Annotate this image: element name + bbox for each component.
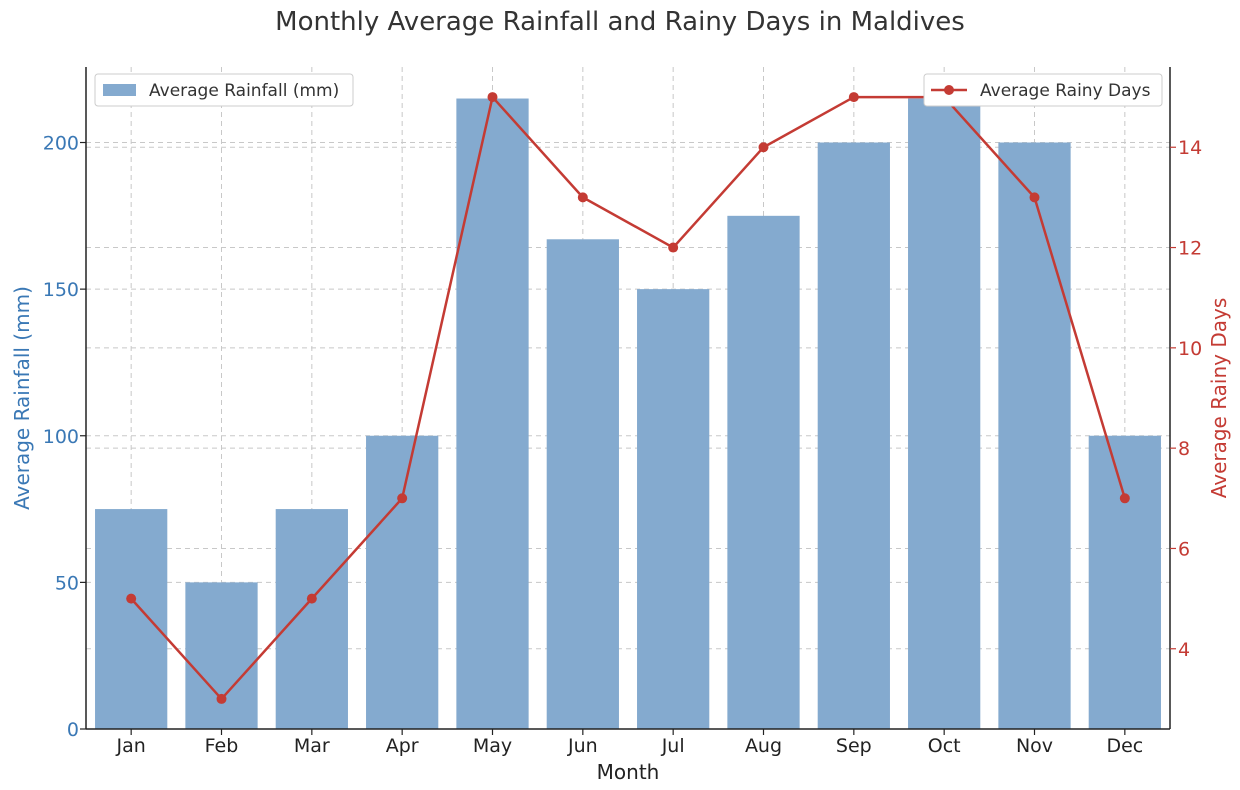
rainfall-bar bbox=[817, 142, 890, 730]
x-tick-label: Nov bbox=[1016, 735, 1053, 757]
y-left-axis-label: Average Rainfall (mm) bbox=[10, 286, 34, 510]
rainy-days-point bbox=[397, 493, 408, 504]
bars bbox=[95, 98, 1161, 730]
rainfall-bar bbox=[95, 509, 168, 729]
y-left-tick-label: 50 bbox=[55, 572, 79, 594]
y-right-tick-label: 8 bbox=[1178, 438, 1190, 460]
rainy-days-line-group bbox=[126, 92, 1130, 704]
rainfall-bar bbox=[456, 98, 529, 730]
rainfall-bar bbox=[727, 215, 800, 729]
legend-rainfall-label: Average Rainfall (mm) bbox=[149, 81, 339, 101]
rainfall-bar bbox=[1088, 435, 1161, 729]
x-tick-label: Feb bbox=[205, 735, 239, 757]
rainfall-bar bbox=[546, 239, 619, 729]
x-tick-label: May bbox=[473, 735, 512, 757]
y-right-tick-label: 4 bbox=[1178, 639, 1190, 661]
legend-rainy-days-frame bbox=[923, 73, 1163, 107]
y-left-tick-label: 0 bbox=[67, 719, 79, 741]
rainy-days-point bbox=[306, 593, 317, 604]
rainy-days-line bbox=[130, 94, 1127, 701]
y-left-tick-label: 150 bbox=[43, 279, 79, 301]
legend-rainy-days: Average Rainy Days bbox=[923, 73, 1163, 107]
rainy-days-point bbox=[668, 242, 679, 253]
rainy-days-point bbox=[848, 92, 859, 103]
x-tick-label: Oct bbox=[928, 735, 961, 757]
rainy-days-point bbox=[1119, 493, 1130, 504]
rainfall-bar bbox=[908, 98, 981, 730]
rainy-days-point bbox=[758, 142, 769, 153]
x-tick-label: Jul bbox=[661, 735, 685, 757]
rainfall-bar bbox=[275, 509, 348, 729]
chart-title: Monthly Average Rainfall and Rainy Days … bbox=[275, 7, 965, 37]
legend-rainy-days-label: Average Rainy Days bbox=[980, 81, 1151, 101]
x-tick-label: Mar bbox=[294, 735, 330, 757]
axes bbox=[85, 67, 1171, 730]
x-tick-label: Jan bbox=[116, 735, 146, 757]
y-left-ticks: 0 50 100 150 200 bbox=[43, 133, 86, 741]
y-right-tick-label: 12 bbox=[1178, 238, 1202, 260]
y-right-tick-label: 10 bbox=[1178, 338, 1202, 360]
x-ticks: Jan Feb Mar Apr May Jun Jul Aug Sep Oct Nov Dec bbox=[116, 729, 1143, 757]
y-left-tick-label: 200 bbox=[43, 133, 79, 155]
y-right-axis-label: Average Rainy Days bbox=[1207, 298, 1231, 499]
x-tick-label: Aug bbox=[745, 735, 782, 757]
y-right-tick-label: 6 bbox=[1178, 538, 1190, 560]
rainfall-bar bbox=[366, 435, 439, 729]
y-right-ticks: 4 6 8 10 12 14 bbox=[1170, 137, 1202, 661]
rainy-days-point bbox=[126, 593, 137, 604]
legend-rainfall: Average Rainfall (mm) bbox=[94, 73, 354, 107]
rainy-days-point bbox=[216, 693, 227, 704]
y-right-tick-label: 14 bbox=[1178, 137, 1202, 159]
x-tick-label: Apr bbox=[386, 735, 419, 757]
legend-rainfall-swatch bbox=[103, 84, 136, 96]
x-tick-label: Sep bbox=[836, 735, 872, 757]
rainy-days-point bbox=[487, 92, 498, 103]
x-tick-label: Jun bbox=[567, 735, 598, 757]
x-axis-label: Month bbox=[597, 760, 660, 784]
legend-rainy-days-marker bbox=[944, 85, 954, 95]
rainfall-bar bbox=[185, 582, 258, 729]
y-left-tick-label: 100 bbox=[43, 426, 79, 448]
rainy-days-point bbox=[1029, 192, 1040, 203]
x-tick-label: Dec bbox=[1106, 735, 1143, 757]
rainy-days-point bbox=[577, 192, 588, 203]
rainfall-bar bbox=[998, 142, 1071, 730]
rainfall-bar bbox=[637, 289, 710, 729]
legend-rainfall-frame bbox=[94, 73, 354, 107]
